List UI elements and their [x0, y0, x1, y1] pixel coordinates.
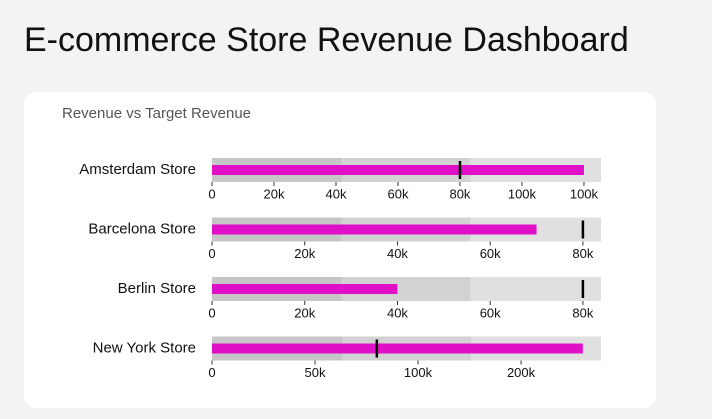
- row-label: Amsterdam Store: [79, 161, 196, 178]
- tick-label: 40k: [387, 246, 408, 261]
- tick-label: 80k: [572, 305, 593, 320]
- value-bar: [212, 343, 583, 354]
- tick-label: 80k: [449, 186, 470, 201]
- row-label: Barcelona Store: [88, 220, 196, 237]
- tick-label: 0: [208, 246, 215, 261]
- tick-label: 80k: [572, 246, 593, 261]
- tick-label: 60k: [480, 246, 501, 261]
- tick-label: 20k: [294, 246, 315, 261]
- row-label: Berlin Store: [118, 280, 196, 297]
- tick-label: 200k: [507, 365, 536, 380]
- tick-label: 20k: [294, 305, 315, 320]
- tick-label: 60k: [387, 186, 408, 201]
- value-bar: [212, 284, 398, 294]
- tick-label: 60k: [480, 305, 501, 320]
- value-bar: [212, 224, 537, 235]
- tick-label: 40k: [325, 186, 346, 201]
- value-bar: [212, 165, 584, 175]
- card: [24, 92, 656, 408]
- range-band: [470, 277, 601, 301]
- tick-label: 100k: [570, 186, 599, 201]
- tick-label: 0: [208, 305, 215, 320]
- tick-label: 0: [208, 186, 215, 201]
- chart-subtitle: Revenue vs Target Revenue: [62, 105, 251, 122]
- tick-label: 40k: [387, 305, 408, 320]
- dashboard-title: E-commerce Store Revenue Dashboard: [24, 21, 629, 59]
- tick-label: 20k: [264, 186, 285, 201]
- tick-label: 100k: [404, 365, 433, 380]
- tick-label: 50k: [305, 365, 326, 380]
- tick-label: 0: [208, 365, 215, 380]
- row-label: New York Store: [93, 339, 196, 356]
- tick-label: 100k: [508, 186, 537, 201]
